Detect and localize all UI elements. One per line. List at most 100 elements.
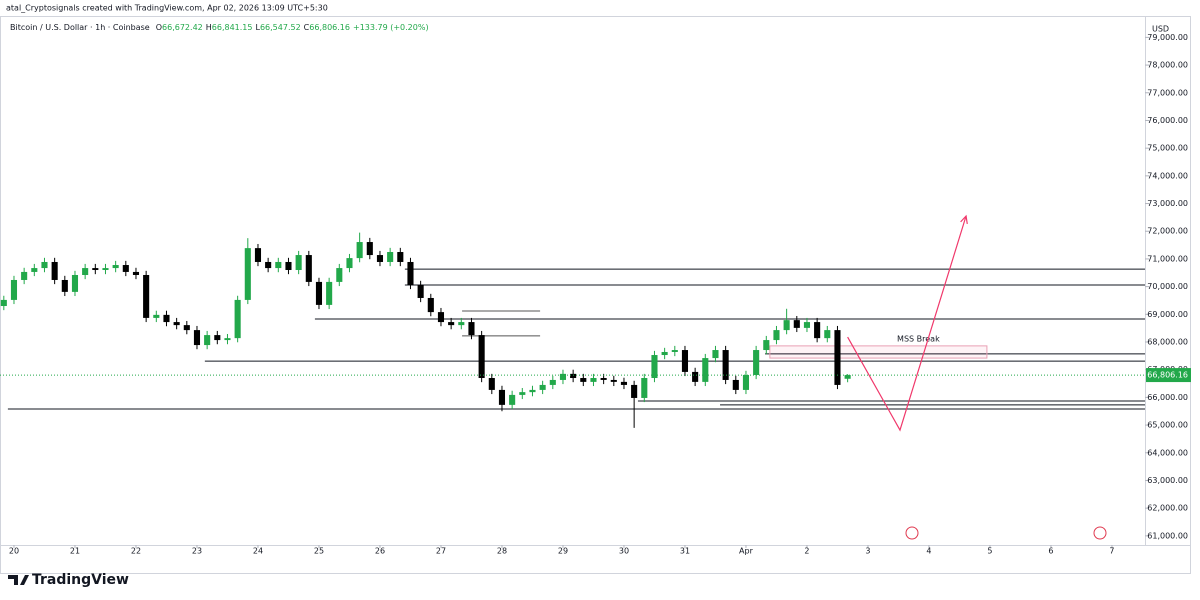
y-tick-label: 70,000.00 [1147,282,1188,291]
currency: USD [1152,25,1169,34]
candle-body [651,355,658,379]
candle-body [204,335,211,346]
candle-body [732,379,739,390]
candle-body [539,384,546,390]
candle-body [519,392,526,395]
candle-body [620,381,628,385]
candle-body [498,389,506,405]
x-tick-label: 5 [987,547,992,556]
y-tick-label: 74,000.00 [1147,171,1188,180]
candle-body [244,248,251,300]
x-tick-label: 25 [314,547,324,556]
candle-body [478,335,485,379]
legend-key: C [304,23,310,32]
candle-body [488,378,495,390]
candle-body [722,350,729,380]
y-tick-label: 79,000.00 [1147,33,1188,42]
candle-body [102,268,109,271]
y-tick-label: 72,000.00 [1147,227,1188,236]
candle-body [407,261,414,285]
candle-body [783,320,790,331]
event-icons [905,526,1107,540]
brand: TradingView [32,572,129,588]
symbol-legend: Bitcoin / U.S. Dollar · 1h · Coinbase O66… [10,23,429,32]
candle-body [285,261,292,271]
x-tick-label: 2 [804,547,809,556]
last-price-label: 66,806.16 [1147,371,1188,380]
candle-body [326,281,333,305]
candle-body [631,384,638,398]
candle-body [112,265,119,269]
symbol: Bitcoin / U.S. Dollar · 1h · Coinbase [10,23,150,32]
last-price-tag [1146,368,1191,383]
candle-body [702,358,709,382]
y-tick-label: 78,000.00 [1147,61,1188,70]
candle-body [692,371,699,382]
candle-body [600,378,607,380]
x-tick-label: 30 [619,547,629,556]
candle-body [681,350,689,372]
legend-value: 66,672.42 [162,23,203,32]
candle-body [570,373,577,379]
candle-body [183,325,190,331]
candle-body [844,375,851,379]
y-tick-label: 76,000.00 [1147,116,1188,125]
candle-body [41,261,48,269]
candle-body [468,322,475,336]
y-tick-label: 64,000.00 [1147,448,1188,457]
projection-arrowhead [960,214,968,225]
candle-body [224,338,231,341]
x-tick-label: 31 [680,547,690,556]
candle-body [61,279,68,292]
x-tick-label: 3 [865,547,870,556]
candle-body [448,322,455,326]
y-tick-label: 63,000.00 [1147,476,1188,485]
candle-body [0,299,7,307]
legend-key: O [156,23,162,32]
logo: TradingView [8,572,129,588]
candle-body [763,340,770,351]
projection-path [847,215,967,432]
y-tick-label: 62,000.00 [1147,504,1188,513]
candle-body [376,255,384,262]
candle-body [509,394,516,405]
candle-body [71,274,79,292]
x-tick-label: 7 [1109,547,1114,556]
x-tick-label: 28 [497,547,507,556]
candle-body [234,299,241,339]
candle-body [254,248,262,262]
y-tick-label: 77,000.00 [1147,88,1188,97]
candle-body [265,261,272,269]
candle-body [580,378,587,382]
candle-body [437,312,445,323]
candle-body [742,374,750,390]
candle-body [417,284,424,298]
y-tick-label: 68,000.00 [1147,338,1188,347]
candle-body [641,378,648,398]
candle-body [82,268,89,275]
candle-body [31,268,38,272]
candle-body [824,330,831,339]
x-tick-label: 29 [558,547,568,556]
x-tick-label: 6 [1048,547,1053,556]
candle-body [387,252,394,262]
candle-body [132,271,140,275]
candle-body [10,279,18,300]
legend-value: 66,806.16 [309,23,350,32]
frame [0,16,1191,574]
candle-body [143,274,150,318]
y-tick-label: 66,000.00 [1147,393,1188,402]
legend-value: 66,547.52 [260,23,301,32]
x-tick-label: 22 [131,547,141,556]
x-tick-label: 23 [192,547,202,556]
candle-body [834,330,841,385]
candle-body [549,379,556,385]
y-tick-label: 75,000.00 [1147,144,1188,153]
mss-zone [769,345,988,359]
candle-body [346,258,353,269]
candle-body [163,314,170,323]
x-tick-label: 21 [70,547,80,556]
candle-body [356,242,363,259]
candle-body [610,379,617,382]
